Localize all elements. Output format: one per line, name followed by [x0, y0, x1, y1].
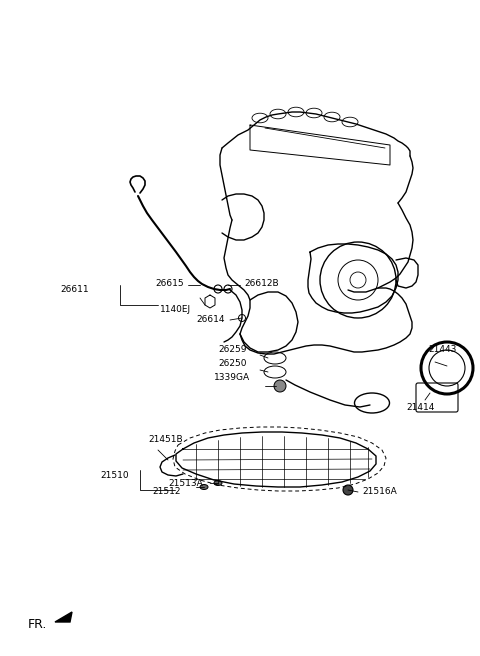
Ellipse shape — [214, 480, 222, 485]
Circle shape — [343, 485, 353, 495]
Text: 1140EJ: 1140EJ — [160, 306, 191, 314]
Text: 21443: 21443 — [428, 346, 456, 354]
Text: 21512: 21512 — [152, 487, 180, 497]
Text: FR.: FR. — [28, 619, 48, 632]
Text: 26259: 26259 — [218, 346, 247, 354]
Text: 21414: 21414 — [406, 403, 434, 413]
Text: 1339GA: 1339GA — [214, 373, 250, 382]
Text: 26615: 26615 — [155, 279, 184, 287]
Polygon shape — [55, 612, 72, 622]
Text: 26611: 26611 — [60, 285, 89, 295]
Text: 21513A: 21513A — [168, 478, 203, 487]
Text: 21516A: 21516A — [362, 487, 397, 497]
Text: 21451B: 21451B — [148, 436, 182, 445]
Text: 26250: 26250 — [218, 358, 247, 367]
Text: 21510: 21510 — [100, 470, 129, 480]
Text: 26612B: 26612B — [244, 279, 278, 287]
Text: 26614: 26614 — [196, 316, 225, 325]
Ellipse shape — [200, 485, 208, 489]
Circle shape — [274, 380, 286, 392]
